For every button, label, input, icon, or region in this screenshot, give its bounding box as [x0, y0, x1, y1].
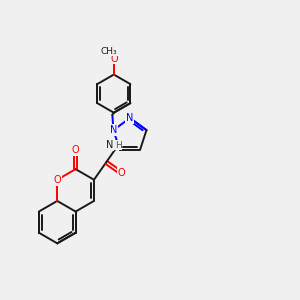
- Text: O: O: [72, 146, 80, 155]
- Text: N: N: [106, 140, 113, 150]
- Text: H: H: [115, 140, 122, 149]
- Text: O: O: [118, 168, 125, 178]
- Text: N: N: [126, 113, 134, 123]
- Text: N: N: [110, 125, 117, 135]
- Text: O: O: [110, 54, 118, 64]
- Text: CH₃: CH₃: [100, 47, 117, 56]
- Text: O: O: [53, 175, 61, 185]
